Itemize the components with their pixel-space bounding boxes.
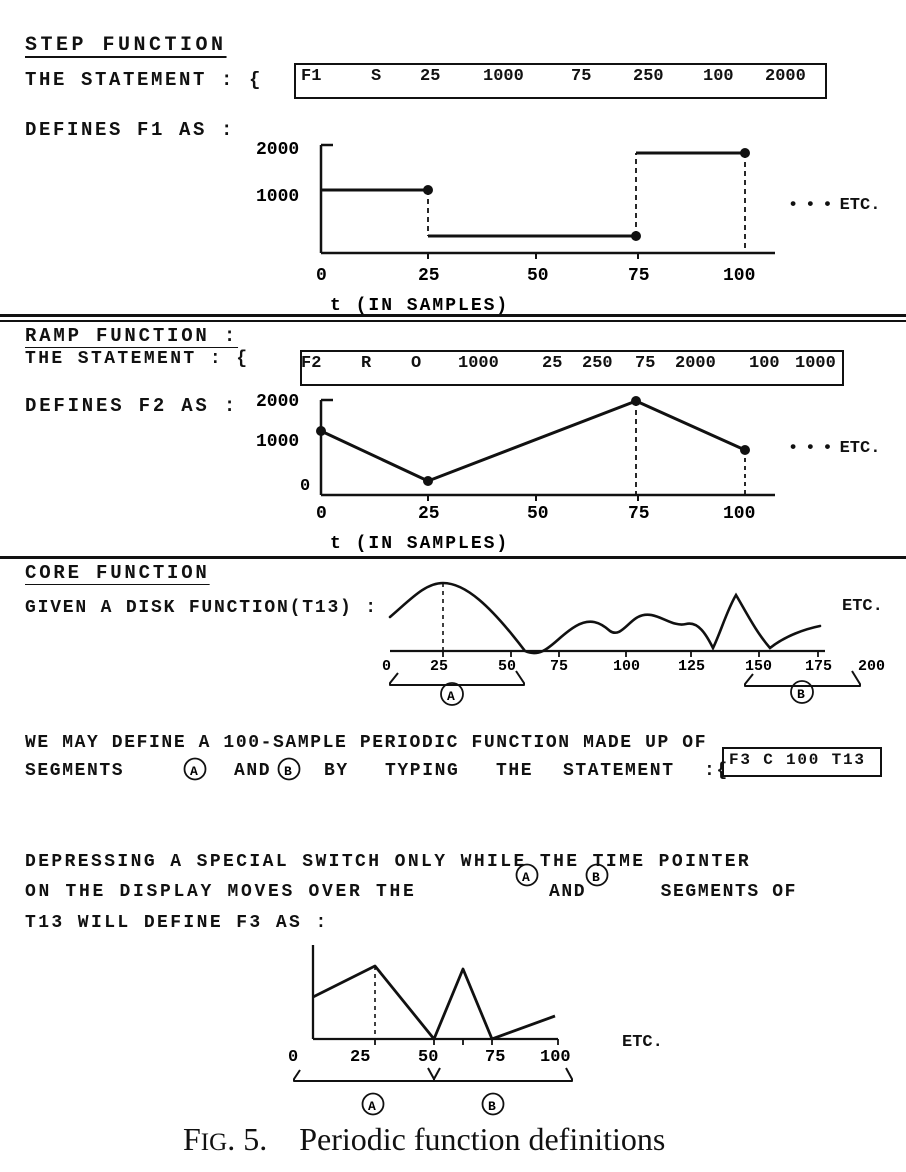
svg-text:50: 50 (418, 1048, 438, 1067)
svg-text:B: B (488, 1099, 496, 1114)
svg-text:A: A (368, 1099, 376, 1114)
svg-text:0: 0 (288, 1048, 298, 1067)
svg-text:75: 75 (485, 1048, 505, 1067)
svg-text:25: 25 (350, 1048, 370, 1067)
svg-text:100: 100 (540, 1048, 571, 1067)
